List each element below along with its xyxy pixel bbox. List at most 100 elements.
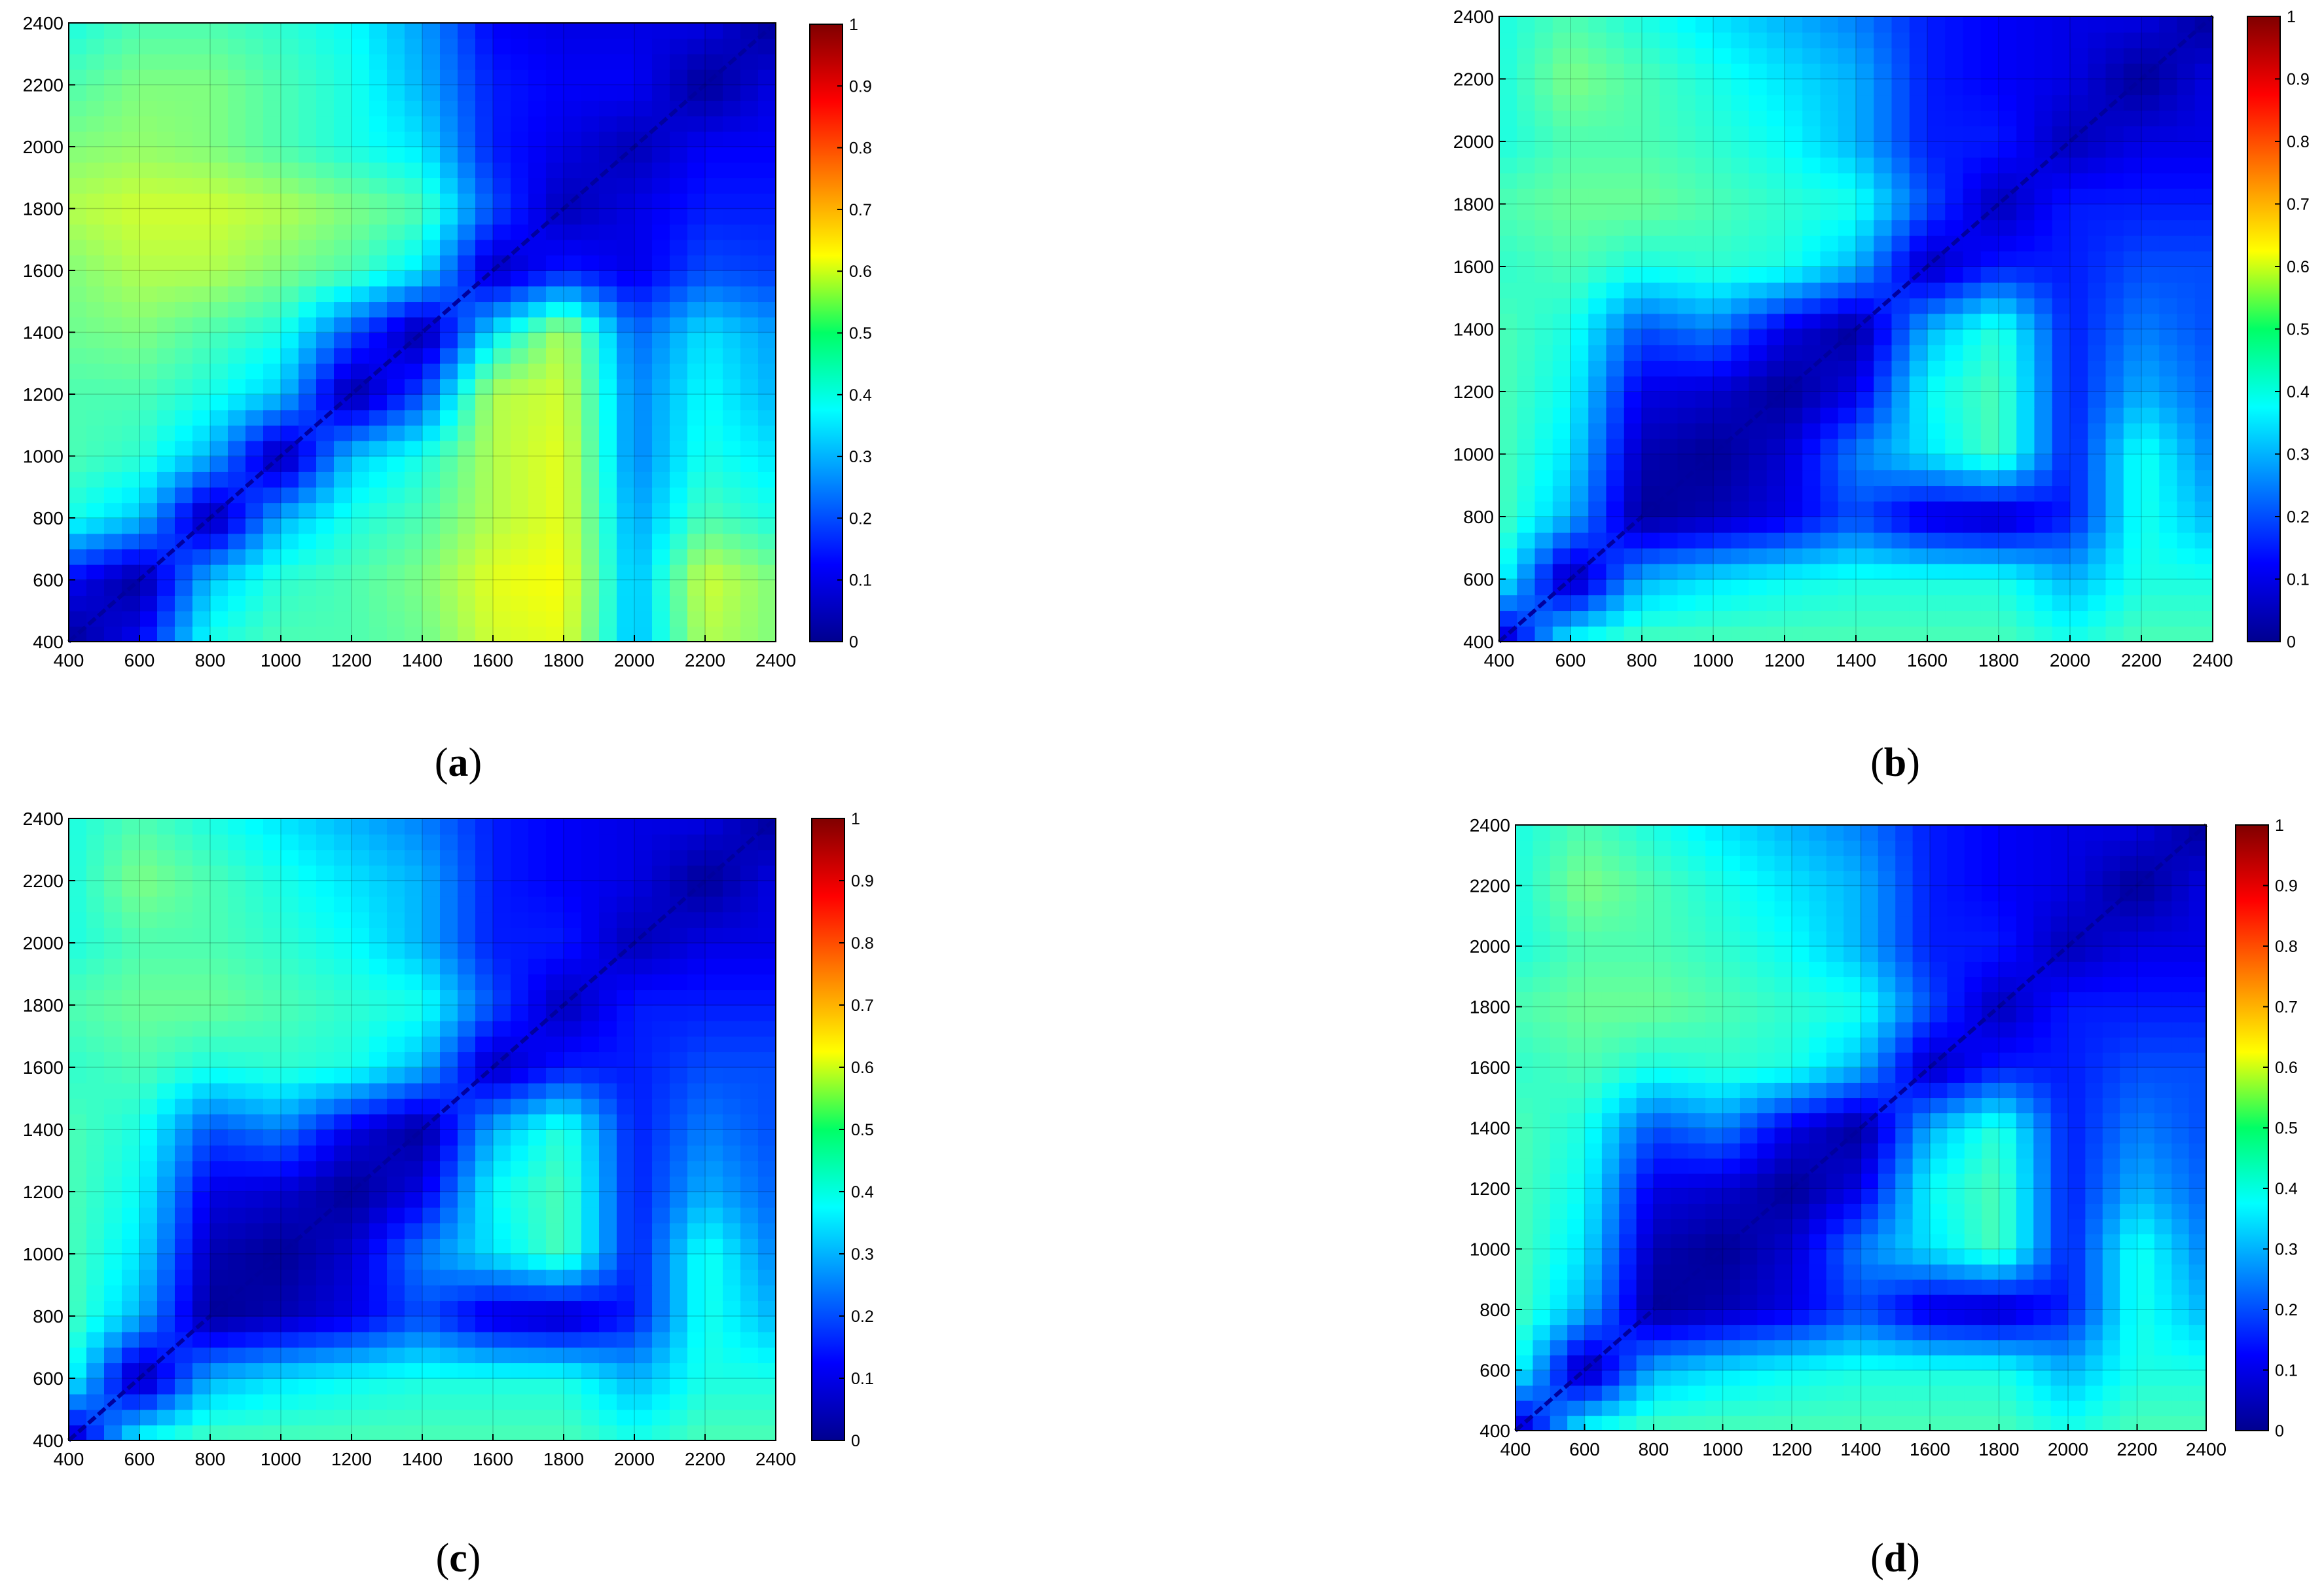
heatmap-cell	[2141, 626, 2160, 642]
heatmap-cell	[2088, 454, 2107, 471]
heatmap-cell	[1820, 141, 1839, 158]
heatmap-cell	[157, 1331, 175, 1348]
heatmap-cell	[546, 38, 564, 55]
heatmap-cell	[511, 1005, 529, 1021]
heatmap-cell	[2141, 376, 2160, 392]
heatmap-cell	[281, 208, 299, 225]
heatmap-cell	[245, 378, 264, 395]
heatmap-cell	[352, 301, 370, 318]
heatmap-cell	[581, 456, 600, 472]
heatmap-cell	[1606, 344, 1625, 361]
heatmap-cell	[316, 1425, 335, 1441]
heatmap-cell	[617, 425, 635, 441]
heatmap-cell	[528, 394, 547, 411]
heatmap-cell	[723, 1238, 741, 1254]
heatmap-cell	[422, 1378, 441, 1395]
heatmap-cell	[564, 1160, 582, 1177]
heatmap-cell	[652, 486, 670, 504]
heatmap-cell	[1945, 422, 1964, 439]
heatmap-cell	[2052, 266, 2071, 283]
heatmap-cell	[228, 1129, 246, 1146]
heatmap-cell	[2070, 501, 2089, 517]
heatmap-cell	[475, 409, 494, 426]
heatmap-cell	[546, 1207, 564, 1224]
heatmap-cell	[2123, 610, 2142, 627]
heatmap-cell	[1677, 563, 1696, 580]
heatmap-cell	[387, 301, 405, 318]
heatmap-cell	[175, 1269, 193, 1286]
heatmap-cell	[352, 989, 370, 1006]
heatmap-cell	[2052, 485, 2071, 502]
heatmap-cell	[528, 1409, 547, 1426]
heatmap-cell	[634, 595, 653, 612]
heatmap-cell	[1909, 579, 1928, 596]
heatmap-cell	[2052, 422, 2071, 439]
heatmap-cell	[564, 409, 582, 426]
heatmap-cell	[564, 131, 582, 147]
heatmap-cell	[2159, 469, 2178, 486]
heatmap-cell	[1660, 188, 1679, 205]
heatmap-cell	[1838, 454, 1857, 471]
heatmap-cell	[581, 626, 600, 642]
heatmap-cell	[352, 285, 370, 302]
heatmap-cell	[245, 363, 264, 380]
heatmap-cell	[2016, 313, 2035, 330]
heatmap-cell	[705, 270, 723, 287]
heatmap-cell	[2141, 47, 2160, 64]
heatmap-cell	[634, 208, 653, 225]
heatmap-cell	[1785, 563, 1804, 580]
heatmap-cell	[228, 38, 246, 55]
heatmap-cell	[1731, 563, 1750, 580]
heatmap-cell	[617, 1005, 635, 1021]
heatmap-cell	[1945, 517, 1964, 533]
heatmap-cell	[263, 1331, 281, 1348]
heatmap-cell	[1891, 517, 1910, 533]
heatmap-cell	[740, 69, 759, 86]
heatmap-cell	[740, 394, 759, 411]
heatmap-cell	[175, 301, 193, 318]
heatmap-cell	[1624, 219, 1643, 236]
heatmap-cell	[2194, 610, 2213, 627]
heatmap-cell	[139, 1114, 158, 1130]
heatmap-cell	[1624, 501, 1643, 517]
heatmap-cell	[405, 192, 423, 210]
heatmap-cell	[546, 394, 564, 411]
heatmap-cell	[617, 610, 635, 627]
heatmap-cell	[511, 518, 529, 534]
heatmap-cell	[316, 332, 335, 348]
heatmap-cell	[1606, 282, 1625, 299]
heatmap-cell	[652, 1300, 670, 1317]
heatmap-cell	[1571, 376, 1589, 392]
heatmap-cell	[1785, 156, 1804, 174]
heatmap-cell	[422, 208, 441, 225]
heatmap-cell	[1874, 219, 1893, 236]
heatmap-cell	[1999, 297, 2018, 314]
heatmap-cell	[1534, 266, 1553, 283]
heatmap-cell	[758, 865, 776, 881]
heatmap-cell	[493, 1098, 511, 1115]
heatmap-cell	[175, 911, 193, 928]
heatmap-cell	[705, 147, 723, 163]
heatmap-cell	[1517, 126, 1536, 142]
heatmap-cell	[581, 1347, 600, 1364]
heatmap-cell	[1856, 563, 1875, 580]
heatmap-cell	[740, 54, 759, 70]
heatmap-cell	[1963, 610, 1982, 627]
heatmap-cell	[281, 1300, 299, 1317]
heatmap-cell	[1749, 626, 1768, 642]
heatmap-cell	[405, 1331, 423, 1348]
heatmap-cell	[387, 456, 405, 472]
heatmap-cell	[405, 301, 423, 318]
heatmap-cell	[2159, 297, 2178, 314]
heatmap-cell	[405, 456, 423, 472]
heatmap-cell	[687, 1052, 706, 1068]
heatmap-cell	[2070, 454, 2089, 471]
heatmap-cell	[670, 1020, 688, 1037]
heatmap-cell	[281, 1192, 299, 1208]
heatmap-cell	[687, 1222, 706, 1239]
heatmap-cell	[2123, 547, 2142, 564]
heatmap-cell	[475, 1331, 494, 1348]
heatmap-cell	[192, 54, 211, 70]
heatmap-cell	[1999, 595, 2018, 612]
